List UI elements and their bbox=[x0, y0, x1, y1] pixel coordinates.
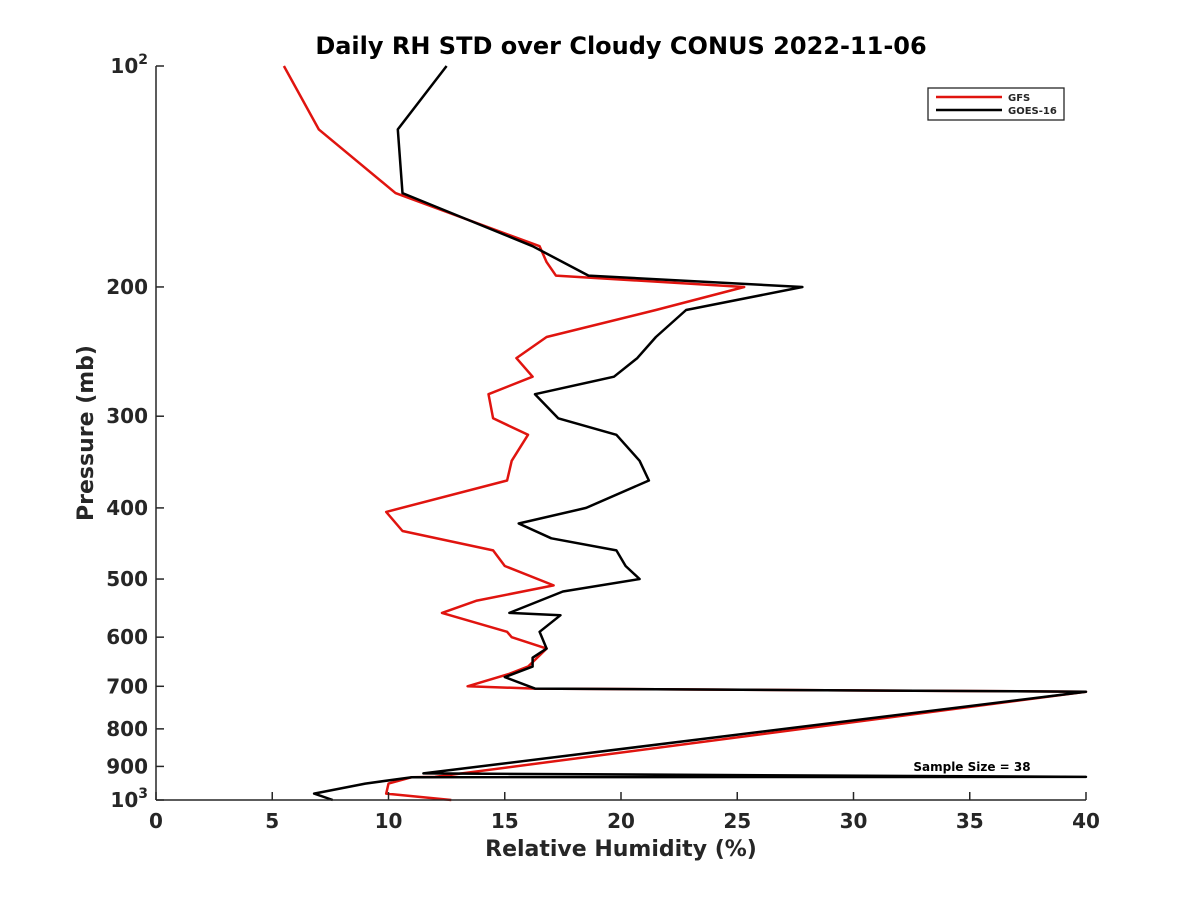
y-tick-base: 800 bbox=[106, 717, 148, 741]
x-axis-label: Relative Humidity (%) bbox=[485, 837, 757, 862]
y-tick-base: 10 bbox=[110, 54, 138, 78]
legend-label-goes16: GOES-16 bbox=[1008, 106, 1057, 117]
x-tick-label: 15 bbox=[491, 809, 519, 833]
legend-box bbox=[927, 87, 1065, 121]
y-tick-base: 10 bbox=[110, 788, 138, 812]
x-tick-label: 25 bbox=[723, 809, 751, 833]
x-tick-label: 35 bbox=[956, 809, 984, 833]
y-tick-base: 600 bbox=[106, 625, 148, 649]
y-tick-label: 800 bbox=[106, 717, 148, 741]
x-tick-label: 40 bbox=[1072, 809, 1100, 833]
x-tick-label: 0 bbox=[149, 809, 163, 833]
y-tick-base: 300 bbox=[106, 404, 148, 428]
series-line-goes16 bbox=[312, 65, 1088, 802]
y-tick-label: 300 bbox=[106, 404, 148, 428]
legend-label-gfs: GFS bbox=[1008, 93, 1030, 104]
chart-title: Daily RH STD over Cloudy CONUS 2022-11-0… bbox=[315, 32, 926, 60]
y-tick-exponent: 2 bbox=[138, 52, 148, 68]
y-tick-label: 102 bbox=[110, 52, 148, 78]
y-tick-label: 900 bbox=[106, 754, 148, 778]
y-tick-base: 200 bbox=[106, 275, 148, 299]
plot-area bbox=[282, 65, 1088, 802]
y-tick-exponent: 3 bbox=[138, 786, 148, 802]
sample-size-annotation: Sample Size = 38 bbox=[913, 760, 1030, 774]
y-tick-base: 400 bbox=[106, 496, 148, 520]
x-tick-label: 5 bbox=[265, 809, 279, 833]
y-tick-label: 500 bbox=[106, 567, 148, 591]
y-tick-base: 700 bbox=[106, 674, 148, 698]
y-tick-base: 900 bbox=[106, 754, 148, 778]
y-tick-label: 200 bbox=[106, 275, 148, 299]
x-tick-label: 20 bbox=[607, 809, 635, 833]
y-tick-label: 600 bbox=[106, 625, 148, 649]
y-tick-label: 400 bbox=[106, 496, 148, 520]
y-tick-label: 103 bbox=[110, 786, 148, 812]
x-ticks: 0 5 10 15 20 25 30 35 40 bbox=[149, 792, 1100, 833]
x-tick-label: 10 bbox=[375, 809, 403, 833]
y-tick-base: 500 bbox=[106, 567, 148, 591]
legend: GFS GOES-16 bbox=[927, 87, 1065, 121]
y-axis-label: Pressure (mb) bbox=[74, 345, 99, 521]
x-tick-label: 30 bbox=[840, 809, 868, 833]
y-tick-label: 700 bbox=[106, 674, 148, 698]
